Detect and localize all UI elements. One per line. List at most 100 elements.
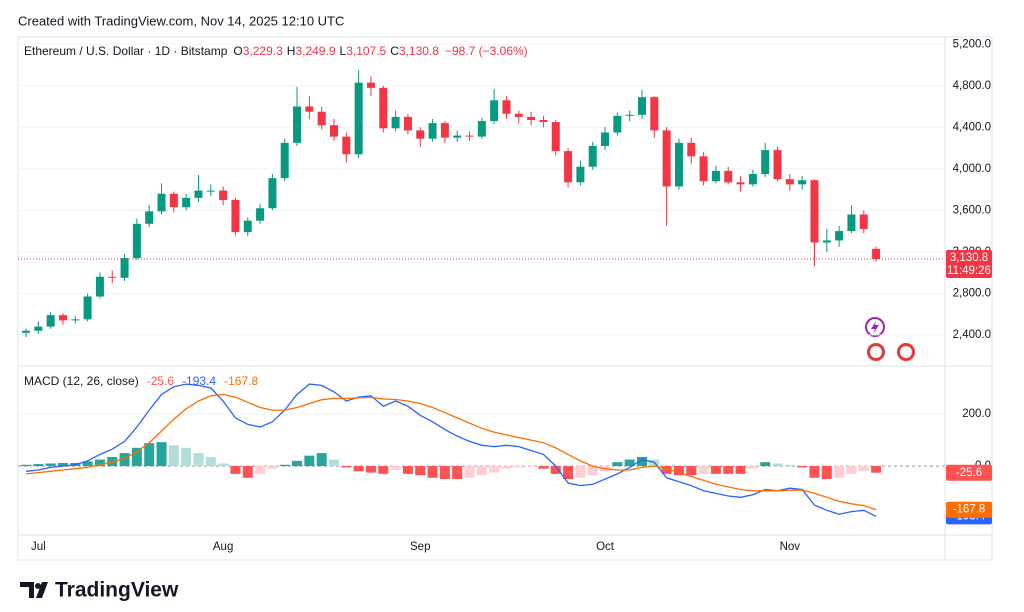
x-tick-label: Aug [213,541,233,553]
candle-body [206,190,215,192]
event-icons [865,317,915,361]
y-tick-label: 5,200.0 [953,38,991,50]
candle-body [465,135,474,137]
y-tick-label: 4,800.0 [953,80,991,92]
ohlc-key: L [340,44,347,58]
histogram-bar [316,453,327,467]
histogram-bar [267,466,278,469]
symbol-legend: Ethereum / U.S. Dollar · 1D · Bitstamp O3… [24,44,528,58]
macd-hist-value: -25.6 [147,374,175,388]
candle-body [453,135,462,138]
candle-body [342,136,351,155]
histogram-bar [279,464,290,467]
candle-body [132,223,141,259]
candle-body [46,315,55,327]
histogram-bar [21,464,31,467]
histogram-bar [181,447,192,467]
histogram-bar [637,456,647,467]
candle-body [403,116,412,131]
candle-body [58,315,67,321]
histogram-bar [378,466,389,474]
macd-title: MACD (12, 26, close) [24,374,139,388]
candle-body [268,178,277,209]
footer-logo [20,582,48,598]
histogram-bar [131,447,142,467]
histogram-bar [218,463,229,467]
candle-body [687,142,696,157]
candle-body [638,97,646,115]
histogram-bar [57,462,68,467]
candle-body [317,111,326,126]
macd-line [25,383,877,517]
histogram-bar [427,466,438,478]
histogram-bar [205,456,216,467]
histogram-bar [45,463,56,467]
candle-body [699,156,708,182]
candle-body [440,123,449,138]
ohlc-value: 3,130.8 [399,44,439,58]
y-tick-label: 200.0 [962,408,991,420]
y-tick-label: 3,600.0 [953,204,991,216]
histogram-bar [513,466,524,468]
ohlc-value: 3,249.9 [295,44,335,58]
value-box [946,464,992,481]
candle-body [293,106,302,143]
candle-body [108,276,117,278]
macd-legend: MACD (12, 26, close) -25.6 -193.4 -167.8 [24,374,258,388]
histogram-bar [575,466,586,478]
histogram-bar [538,466,549,469]
ohlc-value: 3,107.5 [346,44,386,58]
histogram-bar [489,466,500,473]
value-box-label: -25.6 [956,467,982,479]
candle-body [822,240,831,243]
ohlc-value: 3,229.3 [243,44,283,58]
histogram-bar [809,466,820,478]
histogram-bar [846,466,857,474]
symbol-title: Ethereum / U.S. Dollar · 1D · Bitstamp [24,44,228,58]
candle-body [662,130,671,187]
candle-body [182,197,191,208]
histogram-bar [439,466,450,480]
candle-body [736,182,745,185]
histogram-bar [698,466,709,474]
candle-body [145,211,154,224]
candle-body [477,121,486,137]
histogram-bar [563,466,574,480]
x-tick-label: Oct [596,541,615,553]
value-box [946,501,992,518]
candle-body [564,151,573,183]
histogram-bar [452,466,463,480]
histogram-bar [735,466,746,474]
candle-body [650,97,659,131]
candle-body [588,145,597,167]
candle-body [71,319,80,321]
logo-mark [35,583,41,589]
histogram-bar [723,466,734,474]
histogram-bar [710,466,721,474]
candle-body [157,193,166,212]
candle-body [256,208,265,221]
footer-brand: TradingView [55,579,179,602]
histogram-bar [673,466,684,476]
histogram-bar [501,466,512,469]
histogram-bar [292,460,303,467]
candle-body [576,166,585,183]
histogram-bar [329,459,339,467]
candle-body [674,142,683,187]
candle-body [391,116,400,129]
candle-body [761,150,770,174]
countdown: 11:49:26 [947,265,991,277]
y-tick-label: 4,400.0 [953,121,991,133]
histogram-bar [353,466,364,472]
candle-body [243,220,252,233]
last-price-label: 3,130.8 [950,252,988,264]
candle-body [379,87,388,129]
icon [900,346,912,358]
histogram-bar [760,462,771,467]
candle-body [280,142,289,179]
candle-body [22,330,30,333]
value-box-label: -167.8 [953,504,986,516]
candle-body [613,115,622,133]
